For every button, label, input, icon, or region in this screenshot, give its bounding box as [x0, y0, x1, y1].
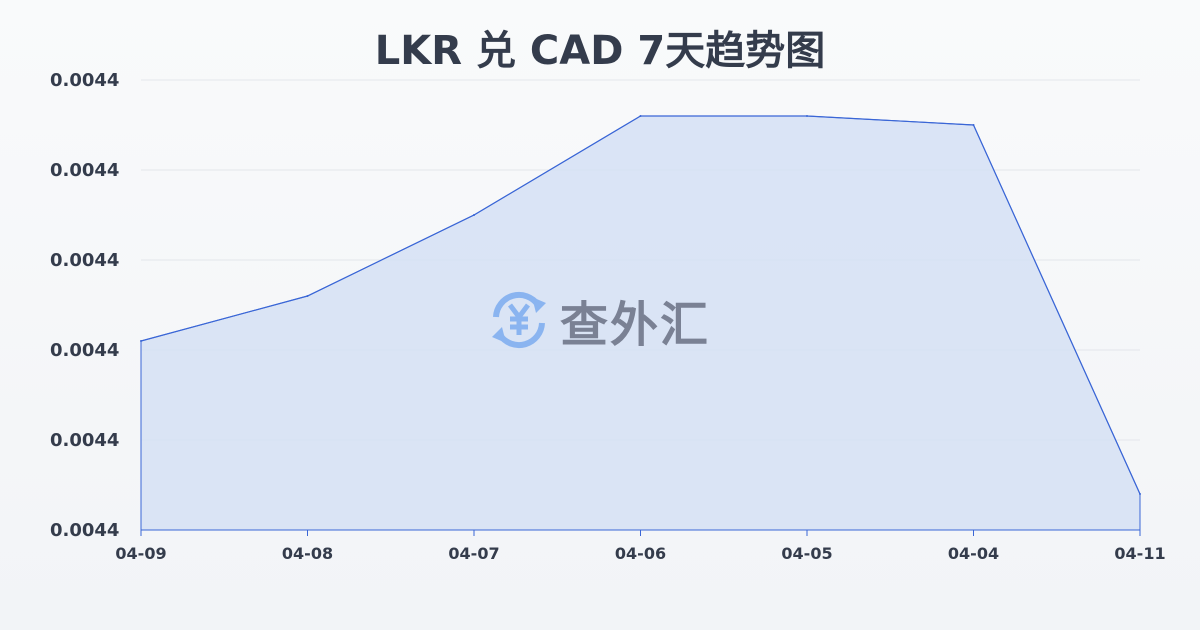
x-tick-label: 04-06	[615, 544, 666, 563]
y-tick-label: 0.0044	[50, 340, 119, 361]
x-tick-label: 04-05	[781, 544, 832, 563]
x-tick-label: 04-11	[1114, 544, 1165, 563]
y-tick-label: 0.0044	[50, 520, 119, 541]
x-tick-label: 04-04	[948, 544, 999, 563]
data-point	[806, 115, 808, 117]
data-point	[306, 295, 309, 297]
x-tick-label: 04-09	[115, 544, 166, 563]
y-tick-label: 0.0044	[50, 250, 119, 271]
x-tick-label: 04-07	[448, 544, 499, 563]
data-point	[473, 214, 475, 216]
chart-title: LKR 兑 CAD 7天趋势图	[374, 28, 826, 74]
y-tick-label: 0.0044	[50, 70, 119, 91]
y-tick-label: 0.0044	[50, 430, 119, 451]
data-point	[639, 115, 642, 117]
x-tick-label: 04-08	[282, 544, 333, 563]
watermark-text: 查外汇	[560, 297, 711, 353]
data-point	[972, 124, 975, 126]
data-point	[1139, 493, 1141, 495]
data-point	[140, 340, 142, 342]
watermark: 查外汇	[488, 285, 710, 355]
y-tick-label: 0.0044	[50, 160, 119, 181]
yen-exchange-icon	[492, 291, 546, 349]
